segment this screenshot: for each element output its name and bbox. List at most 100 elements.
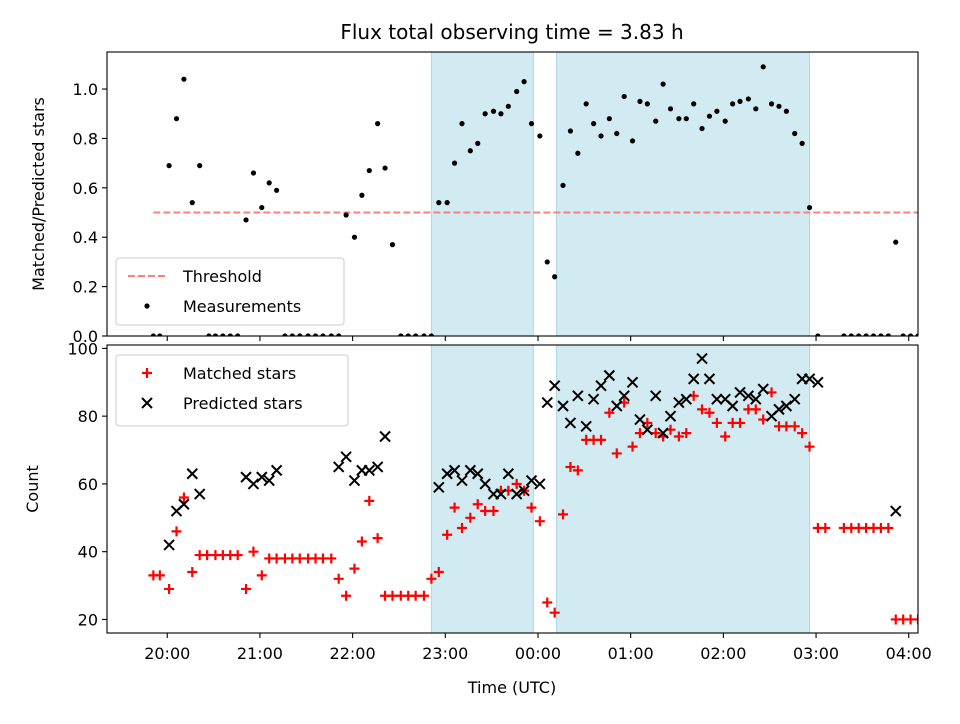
- measurement-point: [251, 170, 256, 175]
- measurement-point: [584, 101, 589, 106]
- measurement-point: [475, 141, 480, 146]
- measurement-point: [436, 200, 441, 205]
- measurement-point: [769, 101, 774, 106]
- y-tick-label: 0.4: [73, 228, 98, 247]
- x-tick-label: 21:00: [237, 644, 283, 663]
- measurement-point: [714, 109, 719, 114]
- measurement-point: [753, 106, 758, 111]
- y-tick-label: 0.6: [73, 179, 98, 198]
- measurement-point: [614, 131, 619, 136]
- measurement-point: [483, 111, 488, 116]
- measurement-point: [267, 180, 272, 185]
- measurement-point: [552, 274, 557, 279]
- measurement-point: [243, 217, 248, 222]
- y-tick-label: 80: [78, 407, 98, 426]
- shaded-interval: [431, 345, 533, 633]
- measurement-point: [382, 165, 387, 170]
- y-tick-label: 1.0: [73, 80, 98, 99]
- measurement-point: [622, 94, 627, 99]
- measurement-point: [723, 119, 728, 124]
- measurement-point: [514, 89, 519, 94]
- y-tick-label: 40: [78, 543, 98, 562]
- measurement-point: [259, 205, 264, 210]
- shaded-interval: [431, 52, 533, 336]
- measurement-point: [506, 104, 511, 109]
- measurement-point: [746, 96, 751, 101]
- measurement-point: [893, 240, 898, 245]
- measurement-point: [792, 131, 797, 136]
- x-axis-label: Time (UTC): [467, 678, 556, 697]
- measurement-point: [166, 163, 171, 168]
- measurement-point: [737, 99, 742, 104]
- measurement-point: [645, 101, 650, 106]
- x-tick-label: 01:00: [608, 644, 654, 663]
- measurement-point: [668, 106, 673, 111]
- measurement-point: [661, 82, 666, 87]
- measurement-point: [181, 77, 186, 82]
- measurement-point: [637, 99, 642, 104]
- measurement-point: [459, 121, 464, 126]
- shaded-interval: [557, 52, 810, 336]
- measurement-point: [274, 188, 279, 193]
- x-tick-label: 23:00: [422, 644, 468, 663]
- measurement-point: [684, 116, 689, 121]
- measurement-point: [691, 101, 696, 106]
- x-tick-label: 20:00: [144, 644, 190, 663]
- y-tick-label: 60: [78, 475, 98, 494]
- measurement-point: [807, 205, 812, 210]
- x-tick-label: 02:00: [700, 644, 746, 663]
- measurement-point: [676, 116, 681, 121]
- measurement-point: [344, 212, 349, 217]
- measurement-point: [197, 163, 202, 168]
- measurement-point: [575, 151, 580, 156]
- chart-title: Flux total observing time = 3.83 h: [340, 20, 683, 44]
- measurement-point: [445, 200, 450, 205]
- measurement-point: [730, 101, 735, 106]
- legend-measurement-swatch: [144, 303, 149, 308]
- y-tick-label: 0.8: [73, 129, 98, 148]
- measurement-point: [452, 161, 457, 166]
- x-tick-label: 04:00: [886, 644, 932, 663]
- legend-label: Threshold: [182, 267, 262, 286]
- measurement-point: [653, 119, 658, 124]
- y-axis-label: Matched/Predicted stars: [29, 97, 48, 291]
- measurement-point: [776, 104, 781, 109]
- measurement-point: [591, 121, 596, 126]
- measurement-point: [190, 200, 195, 205]
- legend-label: Predicted stars: [183, 394, 303, 413]
- measurement-point: [699, 126, 704, 131]
- legend-label: Measurements: [183, 297, 301, 316]
- measurement-point: [359, 193, 364, 198]
- measurement-point: [545, 259, 550, 264]
- measurement-point: [521, 79, 526, 84]
- measurement-point: [707, 114, 712, 119]
- measurement-point: [529, 121, 534, 126]
- measurement-point: [598, 133, 603, 138]
- x-tick-label: 00:00: [515, 644, 561, 663]
- measurement-point: [468, 148, 473, 153]
- measurement-point: [390, 242, 395, 247]
- measurement-point: [800, 141, 805, 146]
- measurement-point: [498, 111, 503, 116]
- x-tick-label: 22:00: [330, 644, 376, 663]
- legend-label: Matched stars: [183, 364, 296, 383]
- y-tick-label: 20: [78, 610, 98, 629]
- y-tick-label: 100: [67, 339, 98, 358]
- measurement-point: [560, 183, 565, 188]
- measurement-point: [537, 133, 542, 138]
- measurement-point: [630, 138, 635, 143]
- y-axis-label: Count: [23, 465, 42, 513]
- measurement-point: [174, 116, 179, 121]
- measurement-point: [784, 109, 789, 114]
- x-tick-label: 03:00: [793, 644, 839, 663]
- measurement-point: [761, 64, 766, 69]
- measurement-point: [375, 121, 380, 126]
- measurement-point: [491, 109, 496, 114]
- top-legend: Threshold Measurements: [116, 258, 344, 325]
- measurement-point: [568, 128, 573, 133]
- measurement-point: [352, 235, 357, 240]
- y-tick-label: 0.2: [73, 278, 98, 297]
- bottom-legend: Matched stars Predicted stars: [116, 355, 348, 426]
